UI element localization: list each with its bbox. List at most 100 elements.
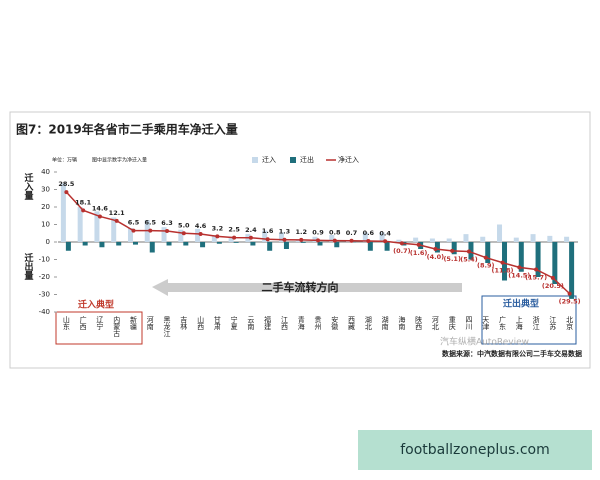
bar <box>65 242 71 251</box>
bar <box>149 242 155 253</box>
data-label: 1.6 <box>262 227 274 235</box>
x-tick-label: 上海 <box>515 315 523 331</box>
inflow-typical-label: 迁入典型 <box>78 299 114 311</box>
net-point <box>265 237 270 242</box>
bar <box>468 242 474 260</box>
net-point <box>332 238 337 243</box>
net-point <box>349 238 354 243</box>
bar <box>178 229 184 242</box>
legend-label: 迁入 <box>262 155 276 164</box>
data-label: (14.5) <box>508 271 530 279</box>
bar <box>195 228 201 242</box>
y-tick-label: -10 <box>39 256 50 264</box>
net-point <box>483 255 488 260</box>
data-label: 4.6 <box>195 222 207 230</box>
data-label: (5.1) <box>443 255 460 263</box>
bar <box>396 239 402 242</box>
data-label: (20.5) <box>542 282 564 290</box>
net-point <box>248 235 253 240</box>
bar <box>413 237 419 242</box>
bar <box>300 242 306 243</box>
bar <box>429 238 435 242</box>
data-label: 6.5 <box>145 219 157 227</box>
x-tick-label: 海南 <box>398 315 406 330</box>
net-point <box>282 237 287 242</box>
outflow-typical-box <box>481 295 577 345</box>
x-tick-label: 天津 <box>482 316 490 331</box>
x-tick-label: 贵州 <box>314 315 322 330</box>
y-tick-label: -20 <box>39 273 50 281</box>
net-point <box>131 228 136 233</box>
x-tick-label: 江苏 <box>549 316 557 331</box>
x-tick-label: 甘肃 <box>213 315 221 331</box>
bar <box>485 242 491 263</box>
bar <box>434 242 440 253</box>
x-tick-label: 辽宁 <box>96 316 104 330</box>
bar <box>367 242 373 251</box>
bar <box>317 242 323 246</box>
data-label: 2.4 <box>245 226 257 234</box>
bar <box>513 237 519 242</box>
x-tick-label: 青海 <box>297 315 305 331</box>
x-tick-label: 山东 <box>62 315 70 330</box>
bar <box>166 242 172 246</box>
bar <box>183 242 189 246</box>
bar <box>295 239 301 242</box>
chart-title: 图7：2019年各省市二手乘用车净迁入量 <box>16 122 238 137</box>
bar <box>446 238 452 242</box>
legend-label: 净迁入 <box>338 155 359 164</box>
x-tick-label: 黑龙江 <box>163 316 171 338</box>
x-tick-label: 广东 <box>499 315 507 330</box>
data-label: 18.1 <box>75 198 92 206</box>
source: 数据来源：中汽数据有限公司二手车交易数据 <box>442 349 582 358</box>
bar <box>569 242 575 299</box>
y-tick-label: 0 <box>46 238 50 246</box>
net-point <box>148 228 153 233</box>
data-label: 14.6 <box>92 204 109 212</box>
bar <box>60 183 66 242</box>
x-tick-label: 浙江 <box>532 315 540 331</box>
x-tick-label: 内蒙古 <box>113 315 121 338</box>
bar <box>99 242 105 248</box>
outflow-typical-label: 迁出典型 <box>503 298 539 310</box>
net-point <box>215 234 220 239</box>
data-label: (0.7) <box>393 247 410 255</box>
x-tick-label: 湖北 <box>364 315 372 331</box>
net-point <box>64 190 69 195</box>
x-tick-label: 安徽 <box>331 315 339 331</box>
net-point <box>97 214 102 219</box>
y-tick-label: -30 <box>39 291 50 299</box>
y-tick-label: 20 <box>41 203 50 211</box>
x-tick-label: 河南 <box>146 316 154 330</box>
net-point <box>366 238 371 243</box>
x-tick-label: 河北 <box>431 316 439 331</box>
bar <box>267 242 273 251</box>
net-point <box>316 238 320 243</box>
net-point <box>450 248 455 253</box>
x-tick-label: 湖南 <box>381 315 389 330</box>
bar <box>77 207 83 242</box>
data-label: (5.4) <box>460 255 477 263</box>
bar <box>384 242 390 251</box>
footer-box <box>358 430 592 470</box>
bar <box>564 236 570 242</box>
x-tick-label: 吉林 <box>180 316 188 331</box>
bar <box>228 236 234 242</box>
bar <box>278 232 284 242</box>
net-point <box>198 231 203 236</box>
data-label: 12.1 <box>109 209 126 217</box>
bar <box>451 242 457 255</box>
data-label: (29.5) <box>559 298 581 306</box>
x-tick-label: 福建 <box>264 315 272 331</box>
x-tick-label: 广西 <box>79 315 87 331</box>
data-label: (15.7) <box>525 273 547 281</box>
bar <box>480 236 486 242</box>
bar <box>233 242 239 243</box>
bar <box>216 242 222 244</box>
bar <box>283 242 289 249</box>
y-tick-label: 40 <box>41 168 50 176</box>
x-tick-label: 云南 <box>247 316 255 330</box>
bar <box>211 235 217 242</box>
bar <box>116 242 122 246</box>
net-point <box>81 208 86 213</box>
